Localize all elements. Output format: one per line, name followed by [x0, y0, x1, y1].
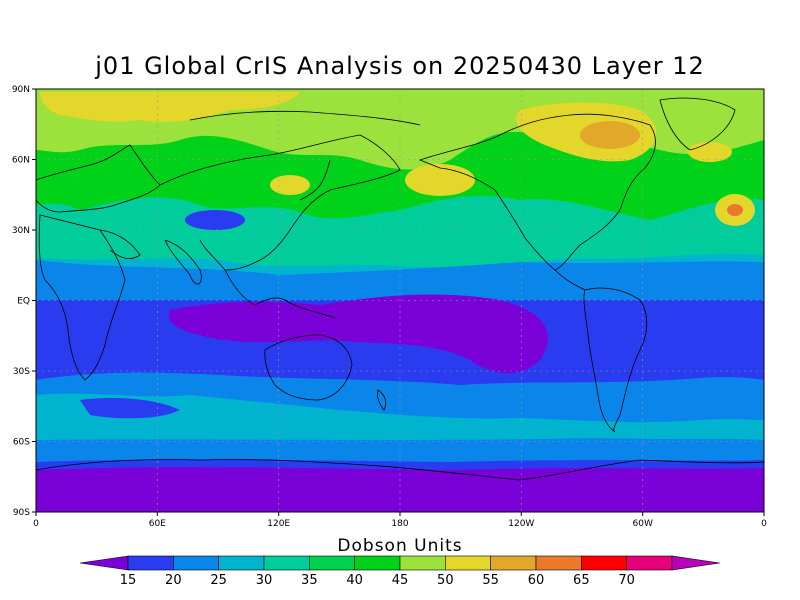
coast-central-america — [554, 269, 586, 291]
colorbar-segment — [445, 555, 491, 571]
colorbar-tick-label: 35 — [301, 573, 318, 588]
coast-antarctica — [36, 459, 764, 481]
colorbar-units-label: Dobson Units — [337, 536, 463, 556]
colorbar-segment — [490, 555, 537, 571]
lat-tick-labels: 90N 60N 30N EQ 30S 60S 90S — [12, 85, 30, 518]
map-field — [36, 89, 764, 512]
coast-japan — [299, 159, 331, 201]
colorbar-segment — [535, 555, 582, 571]
lon-ticks — [35, 512, 765, 516]
colorbar-tick-label: 15 — [120, 573, 137, 588]
lon-tick-labels: 0 60E 120E 180 120W 60W 0 — [33, 519, 767, 529]
field-low-india — [185, 210, 245, 230]
lon-label-60e: 60E — [149, 519, 166, 529]
field-tropics-15 — [168, 294, 548, 374]
lon-label-60w: 60W — [633, 519, 653, 529]
colorbar-tick-label: 60 — [528, 573, 545, 588]
colorbar-tick-label: 65 — [573, 573, 590, 588]
colorbar-tick-label: 55 — [482, 573, 499, 588]
field-tropics-25 — [36, 260, 764, 300]
grid-lines — [36, 89, 764, 512]
coast-arctic-asia — [189, 110, 421, 126]
map-title: j01 Global CrIS Analysis on 20250430 Lay… — [95, 52, 705, 80]
field-south-20 — [80, 398, 180, 419]
coastlines — [36, 97, 764, 481]
coast-seasia — [224, 269, 336, 319]
lat-label-eq: EQ — [17, 297, 30, 307]
colorbar-segment — [309, 555, 355, 571]
colorbar-segment — [218, 555, 265, 571]
lat-label-90n: 90N — [12, 85, 30, 95]
lat-label-60n: 60N — [12, 156, 30, 166]
lon-label-180: 180 — [391, 519, 408, 529]
colorbar-tick-label: 20 — [165, 573, 182, 588]
coast-india — [164, 239, 202, 285]
coast-asia — [159, 134, 401, 271]
colorbar-tick-label: 30 — [256, 573, 273, 588]
colorbar-labels: 15 20 25 30 35 40 45 50 55 60 65 70 — [120, 573, 635, 588]
field-hotspot-asia — [270, 175, 310, 195]
lon-label-120w: 120W — [508, 519, 534, 529]
colorbar-low-arrow — [79, 555, 129, 571]
lon-label-120e: 120E — [267, 519, 290, 529]
coast-arabia — [99, 229, 141, 260]
colorbar-segment — [263, 555, 310, 571]
lat-label-30s: 30S — [13, 367, 30, 377]
lat-ticks — [32, 88, 36, 513]
coast-greenland — [659, 97, 736, 151]
coast-australia — [264, 334, 353, 401]
colorbar-segment — [399, 555, 446, 571]
colorbar-segment — [127, 555, 174, 571]
colorbar-segment — [581, 555, 627, 571]
colorbar-tick-label: 45 — [392, 573, 409, 588]
colorbar-segment — [354, 555, 401, 571]
field-antarctic-15 — [36, 467, 764, 512]
lat-label-30n: 30N — [12, 226, 30, 236]
coast-nz — [377, 389, 387, 411]
colorbar-segment — [173, 555, 219, 571]
lon-label-0-left: 0 — [33, 519, 39, 529]
field-north-55 — [40, 92, 300, 122]
colorbar-tick-label: 25 — [210, 573, 227, 588]
colorbar-high-arrow — [671, 555, 721, 571]
colorbar-tick-label: 70 — [618, 573, 635, 588]
coast-south-america — [583, 287, 648, 433]
colorbar-segment — [626, 555, 673, 571]
colorbar-segments — [79, 555, 721, 571]
field-hotspot-npacific — [405, 164, 475, 196]
colorbar-tick-label: 50 — [437, 573, 454, 588]
coast-africa — [38, 214, 126, 381]
colorbar-tick-label: 40 — [346, 573, 363, 588]
lon-label-0-right: 0 — [761, 519, 767, 529]
coast-north-america — [418, 113, 656, 271]
field-hotspot-canada — [580, 121, 640, 149]
lat-label-60s: 60S — [13, 438, 30, 448]
field-hotspot-atlantic-core — [727, 204, 743, 216]
lat-label-90s: 90S — [13, 508, 30, 518]
